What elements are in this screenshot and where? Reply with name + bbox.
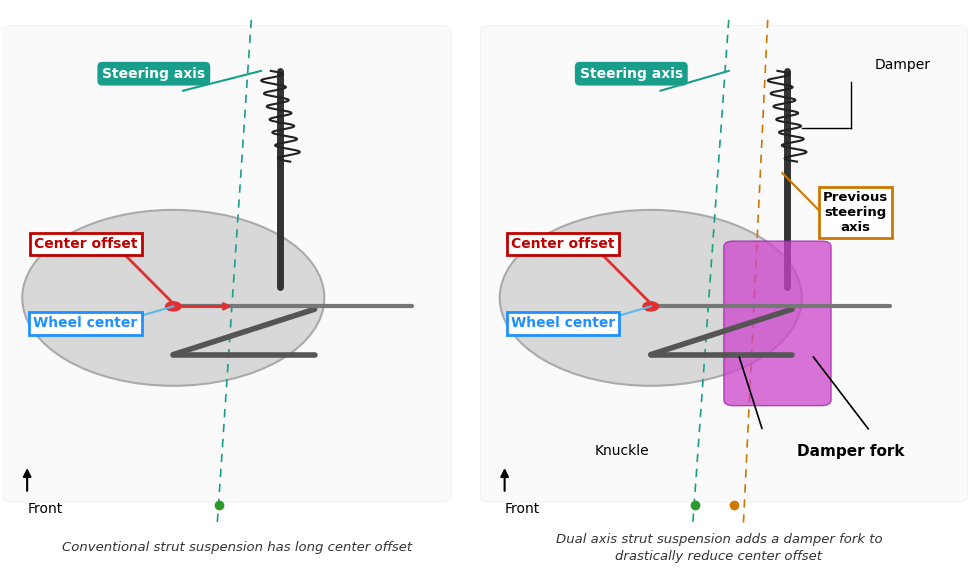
Text: Conventional strut suspension has long center offset: Conventional strut suspension has long c… xyxy=(62,541,412,554)
Text: Front: Front xyxy=(505,502,540,516)
Circle shape xyxy=(643,302,659,311)
Text: Wheel center: Wheel center xyxy=(33,316,138,331)
Text: Steering axis: Steering axis xyxy=(580,66,683,81)
Text: Dual axis strut suspension adds a damper fork to: Dual axis strut suspension adds a damper… xyxy=(556,532,882,545)
Text: drastically reduce center offset: drastically reduce center offset xyxy=(615,550,822,563)
FancyBboxPatch shape xyxy=(3,25,451,502)
Text: Previous
steering
axis: Previous steering axis xyxy=(823,191,888,234)
Circle shape xyxy=(166,302,181,311)
Text: Wheel center: Wheel center xyxy=(511,316,615,331)
Circle shape xyxy=(500,210,802,386)
Text: Front: Front xyxy=(27,502,63,516)
Text: Center offset: Center offset xyxy=(34,237,137,251)
Text: Steering axis: Steering axis xyxy=(102,66,206,81)
FancyBboxPatch shape xyxy=(480,25,967,502)
FancyBboxPatch shape xyxy=(724,241,831,406)
Circle shape xyxy=(23,210,324,386)
Text: Center offset: Center offset xyxy=(512,237,614,251)
Text: Damper fork: Damper fork xyxy=(797,444,905,458)
Text: Knuckle: Knuckle xyxy=(594,444,649,458)
Text: Damper: Damper xyxy=(875,58,931,72)
